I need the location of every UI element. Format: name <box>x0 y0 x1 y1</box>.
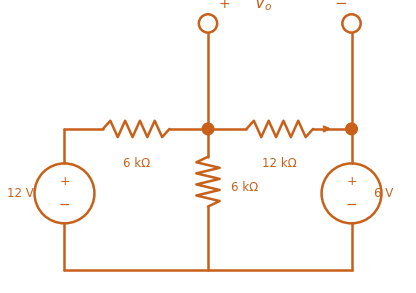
Text: +: + <box>218 0 230 11</box>
Text: 12 kΩ: 12 kΩ <box>262 157 297 170</box>
Text: −: − <box>334 0 347 11</box>
Text: +: + <box>346 176 357 188</box>
Text: 6 kΩ: 6 kΩ <box>123 157 150 170</box>
Text: 6 kΩ: 6 kΩ <box>231 181 258 194</box>
Text: −: − <box>346 198 357 212</box>
Text: 12 V: 12 V <box>7 187 33 200</box>
Ellipse shape <box>346 123 357 135</box>
Text: 6 V: 6 V <box>374 187 394 200</box>
Text: $V_o$: $V_o$ <box>254 0 272 13</box>
Text: −: − <box>59 198 70 212</box>
Text: +: + <box>59 176 70 188</box>
Ellipse shape <box>202 123 214 135</box>
